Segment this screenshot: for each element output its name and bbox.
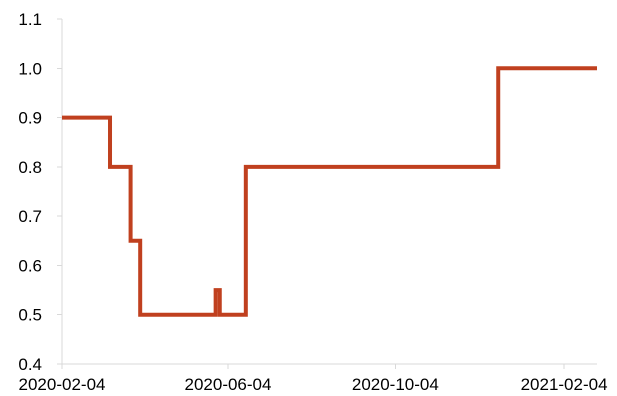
y-tick-label: 0.9	[18, 109, 42, 128]
y-tick-label: 1.0	[18, 59, 42, 78]
y-tick-label: 1.1	[18, 10, 42, 29]
x-tick-label: 2020-10-04	[352, 375, 439, 394]
y-tick-label: 0.8	[18, 158, 42, 177]
x-tick-label: 2021-02-04	[521, 375, 608, 394]
y-tick-label: 0.7	[18, 207, 42, 226]
y-tick-label: 0.6	[18, 256, 42, 275]
x-tick-label: 2020-06-04	[185, 375, 272, 394]
y-tick-label: 0.5	[18, 306, 42, 325]
series-line	[62, 66, 597, 317]
x-tick-label: 2020-02-04	[19, 375, 106, 394]
y-tick-label: 0.4	[18, 355, 42, 374]
